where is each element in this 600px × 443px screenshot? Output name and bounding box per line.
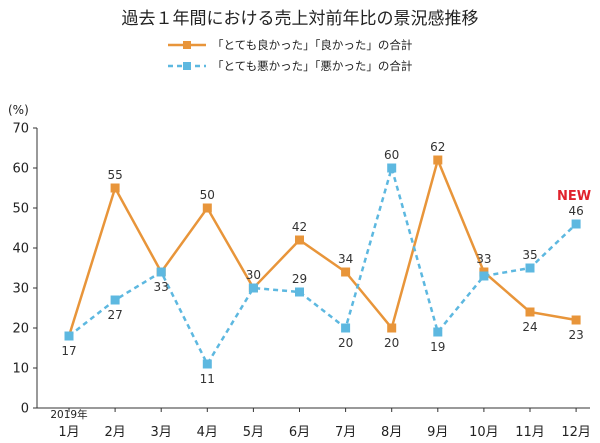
x-tick-label: 7月	[335, 425, 356, 440]
data-label: 11	[200, 372, 215, 386]
series-line-0	[67, 156, 577, 337]
series-0-point	[387, 323, 397, 333]
series-0-point	[110, 183, 120, 193]
legend-label-bad: 「とても悪かった」「悪かった」の合計	[212, 59, 412, 73]
axes: 0 10 20 30 40 50 60 70 1月 2月 3月 4月 5月 6月 7月 8月 9月 10月 11月 1…	[12, 122, 590, 441]
data-label: 60	[384, 148, 399, 162]
series-1-point	[156, 267, 166, 277]
series-1-point	[110, 295, 120, 305]
data-label: 35	[522, 248, 537, 262]
series-0-point	[202, 203, 212, 213]
x-tick-label: 8月	[381, 425, 402, 440]
chart-title: 過去１年間における売上対前年比の景況感推移	[122, 9, 479, 29]
data-label: 29	[292, 272, 307, 286]
x-tick-label: 12月	[561, 425, 591, 440]
data-label: 42	[292, 220, 307, 234]
data-label: 33	[154, 280, 169, 294]
legend: 「とても良かった」「良かった」の合計 「とても悪かった」「悪かった」の合計	[168, 38, 412, 73]
year-label: 2019年	[50, 408, 87, 421]
series-0-point	[525, 307, 535, 317]
series-layer	[64, 155, 581, 369]
series-0-point	[341, 267, 351, 277]
new-annotation: NEW	[557, 189, 591, 204]
data-label: 20	[338, 336, 353, 350]
series-1-point	[525, 263, 535, 273]
data-label: 23	[568, 328, 583, 342]
data-label: 50	[200, 188, 215, 202]
series-1-point	[248, 283, 258, 293]
data-label: 19	[430, 340, 445, 354]
series-0-point	[571, 315, 581, 325]
series-1-point	[295, 287, 304, 297]
x-tick-label: 10月	[469, 425, 499, 440]
series-0-point	[295, 235, 304, 245]
y-tick-label: 70	[12, 122, 29, 137]
data-label: 24	[522, 320, 537, 334]
y-tick-label: 60	[12, 162, 29, 177]
y-tick-label: 40	[12, 242, 29, 257]
x-tick-label: 4月	[197, 425, 218, 440]
data-label: 20	[384, 336, 399, 350]
series-1-point	[64, 331, 74, 341]
series-1-point	[479, 271, 489, 281]
series-0-point	[433, 155, 443, 165]
data-label: 55	[107, 168, 122, 182]
x-tick-label: 6月	[289, 425, 310, 440]
legend-swatch-marker-good	[183, 41, 191, 49]
legend-label-good: 「とても良かった」「良かった」の合計	[212, 38, 412, 52]
y-tick-label: 30	[12, 282, 29, 297]
data-label: 27	[107, 308, 122, 322]
y-tick-label: 10	[12, 362, 29, 377]
data-label: 62	[430, 140, 445, 154]
y-tick-label: 20	[12, 322, 29, 337]
data-label: 17	[61, 344, 76, 358]
y-tick-label: 50	[12, 202, 29, 217]
series-1-point	[433, 327, 443, 337]
y-axis-unit: (%)	[8, 103, 29, 117]
series-1-point	[387, 163, 397, 173]
data-label: 46	[568, 204, 583, 218]
x-tick-label: 1月	[58, 425, 79, 440]
x-tick-label: 5月	[243, 425, 264, 440]
legend-swatch-marker-bad	[183, 62, 191, 70]
series-1-point	[341, 323, 351, 333]
data-label: 30	[246, 268, 261, 282]
x-tick-label: 3月	[151, 425, 172, 440]
x-tick-label: 11月	[515, 425, 545, 440]
data-label: 33	[476, 252, 491, 266]
data-label: 34	[338, 252, 353, 266]
y-tick-label: 0	[21, 402, 29, 417]
series-1-point	[202, 359, 212, 369]
x-tick-label: 2月	[104, 425, 125, 440]
data-labels: 17 55 33 50 30 42 34 20 62 33 24 23 27 11 29 20 60 19 35 46	[61, 140, 583, 386]
x-tick-label: 9月	[427, 425, 448, 440]
series-line-1	[68, 163, 577, 367]
series-1-point	[571, 219, 581, 229]
